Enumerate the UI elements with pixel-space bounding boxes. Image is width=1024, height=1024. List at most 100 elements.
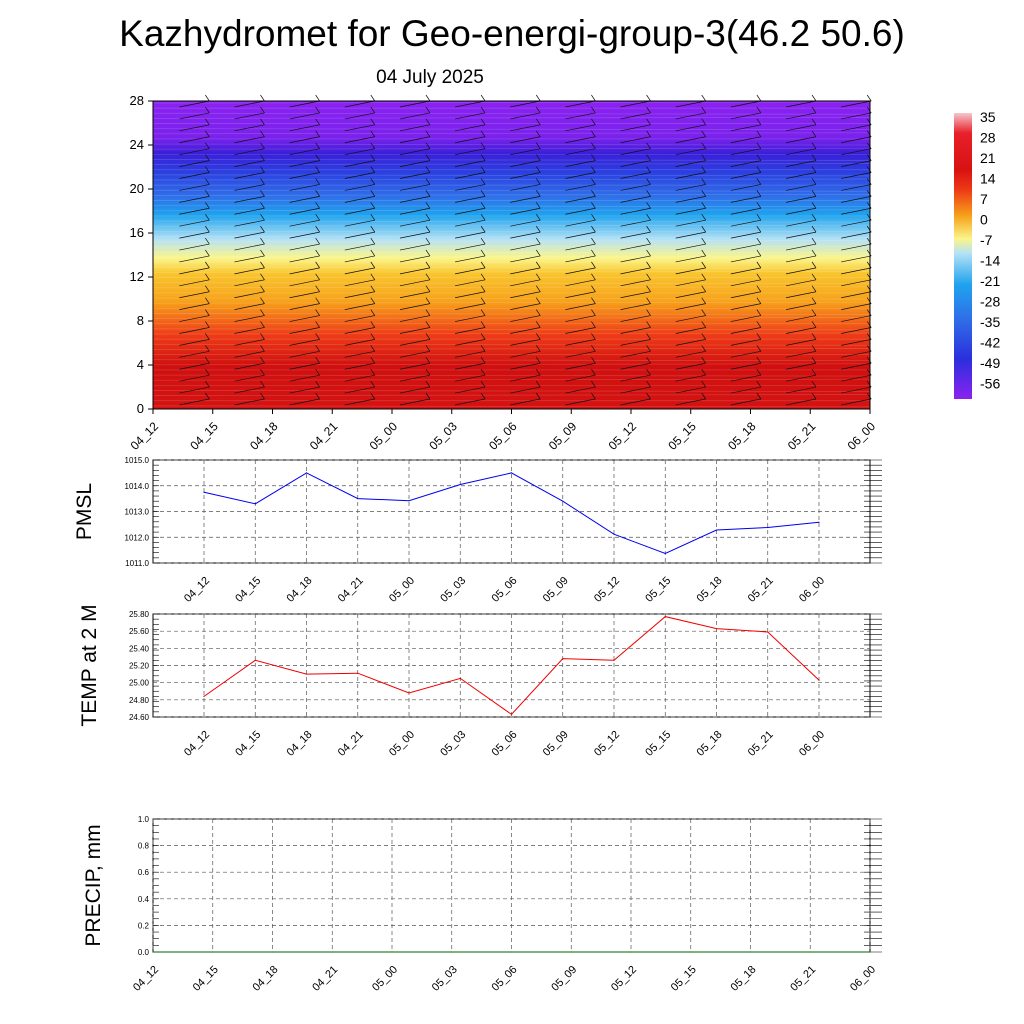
wind-barb-flag <box>315 297 320 304</box>
wind-barb-flag <box>315 261 320 269</box>
wind-barb <box>455 196 486 203</box>
wind-barb <box>510 362 541 370</box>
wind-barb-flag <box>425 309 431 316</box>
wind-barb <box>620 267 651 275</box>
wind-barb-flag <box>370 94 376 102</box>
wind-barb-flag <box>315 130 320 137</box>
wind-barb <box>234 184 265 191</box>
wind-barb-flag <box>646 368 651 376</box>
wind-barb <box>344 350 375 358</box>
heatmap-y-tick-label: 8 <box>137 313 144 328</box>
x-tick-label: 05_09 <box>549 964 579 994</box>
x-tick-label: 05_15 <box>643 729 673 759</box>
wind-barb-flag <box>425 249 431 257</box>
wind-barb <box>841 362 872 370</box>
wind-barb-flag <box>756 190 762 197</box>
wind-barb-flag <box>370 345 376 352</box>
wind-barb-flag <box>480 249 486 257</box>
wind-barb-flag <box>260 202 265 209</box>
x-tick-label: 04_15 <box>191 964 221 994</box>
wind-barb <box>510 339 541 346</box>
wind-barb-flag <box>535 321 541 328</box>
wind-barb-flag <box>535 225 541 233</box>
wind-barb-flag <box>370 130 376 137</box>
wind-barb <box>179 148 210 156</box>
wind-barb-flag <box>425 190 431 197</box>
wind-barb <box>841 160 872 167</box>
wind-barb-flag <box>425 345 431 352</box>
data-point <box>203 695 205 698</box>
wind-barb <box>399 315 431 322</box>
wind-barb-flag <box>866 380 872 388</box>
wind-barb-flag <box>425 225 431 233</box>
wind-barb <box>675 231 706 239</box>
wind-barb-flag <box>315 214 320 221</box>
wind-barb <box>620 362 651 370</box>
wind-barb-flag <box>811 94 817 102</box>
wind-barb-flag <box>756 130 762 137</box>
wind-barb <box>675 303 706 310</box>
wind-barb <box>565 291 596 299</box>
wind-barb-flag <box>701 321 707 328</box>
wind-barb <box>399 291 431 299</box>
wind-barb <box>565 196 596 203</box>
wind-barb-flag <box>370 214 376 221</box>
data-point <box>408 500 410 502</box>
wind-barb-flag <box>535 166 541 173</box>
y-tick-label: 1013.0 <box>125 508 150 517</box>
wind-barb <box>179 100 210 108</box>
wind-barb <box>289 231 320 239</box>
wind-barb <box>510 172 541 179</box>
wind-barb <box>179 196 210 203</box>
wind-barb <box>234 386 265 394</box>
wind-barb-flag <box>811 368 817 376</box>
wind-barb-flag <box>701 178 707 185</box>
wind-barb-flag <box>535 118 541 126</box>
wind-barb-flag <box>591 273 596 280</box>
contour-line <box>152 266 871 269</box>
wind-barb-flag <box>701 154 707 161</box>
y-tick-label: 1014.0 <box>125 482 150 491</box>
wind-barb <box>565 136 596 144</box>
wind-barb <box>565 243 596 251</box>
wind-barb <box>675 398 706 406</box>
wind-barb-flag <box>591 130 596 137</box>
wind-barb-flag <box>480 321 486 328</box>
wind-barb <box>841 291 872 299</box>
wind-barb <box>455 160 486 167</box>
wind-barb <box>620 231 651 239</box>
wind-barb-flag <box>480 368 486 376</box>
contour-line <box>152 378 871 381</box>
x-tick-label: 05_18 <box>729 964 759 994</box>
heatmap-x-tick-label: 04_21 <box>307 419 341 453</box>
wind-barb <box>620 148 651 156</box>
wind-barb <box>565 219 596 227</box>
wind-barb-flag <box>646 345 651 352</box>
wind-barb <box>841 231 872 239</box>
wind-barb <box>620 243 651 251</box>
wind-barb <box>841 279 872 287</box>
wind-barb <box>675 350 706 358</box>
wind-barb <box>234 112 265 120</box>
data-point <box>331 951 333 953</box>
colorbar-label: 14 <box>980 171 996 187</box>
wind-barb-flag <box>535 202 541 209</box>
wind-barb-flag <box>756 368 762 376</box>
wind-barb-flag <box>205 178 210 185</box>
wind-barb-flag <box>370 297 376 304</box>
colorbar-label: 7 <box>980 191 988 207</box>
wind-barb-flag <box>535 261 541 269</box>
wind-barb-flag <box>756 297 762 304</box>
wind-barb <box>620 184 651 191</box>
wind-barb <box>785 243 817 251</box>
wind-barb-flag <box>370 154 376 161</box>
wind-barb-flag <box>370 380 376 388</box>
wind-barb-flag <box>811 249 817 257</box>
wind-barb <box>620 196 651 203</box>
wind-barb <box>234 136 265 144</box>
y-tick-label: 0.4 <box>138 895 150 904</box>
wind-barb-flag <box>646 321 651 328</box>
contour-line <box>152 255 871 258</box>
data-point <box>715 529 718 531</box>
wind-barb <box>399 267 431 275</box>
